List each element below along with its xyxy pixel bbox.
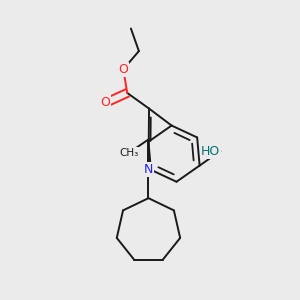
Text: CH₃: CH₃ <box>119 148 139 158</box>
Text: O: O <box>100 96 110 110</box>
Text: HO: HO <box>201 145 220 158</box>
Text: O: O <box>118 63 128 76</box>
Text: N: N <box>144 164 153 176</box>
